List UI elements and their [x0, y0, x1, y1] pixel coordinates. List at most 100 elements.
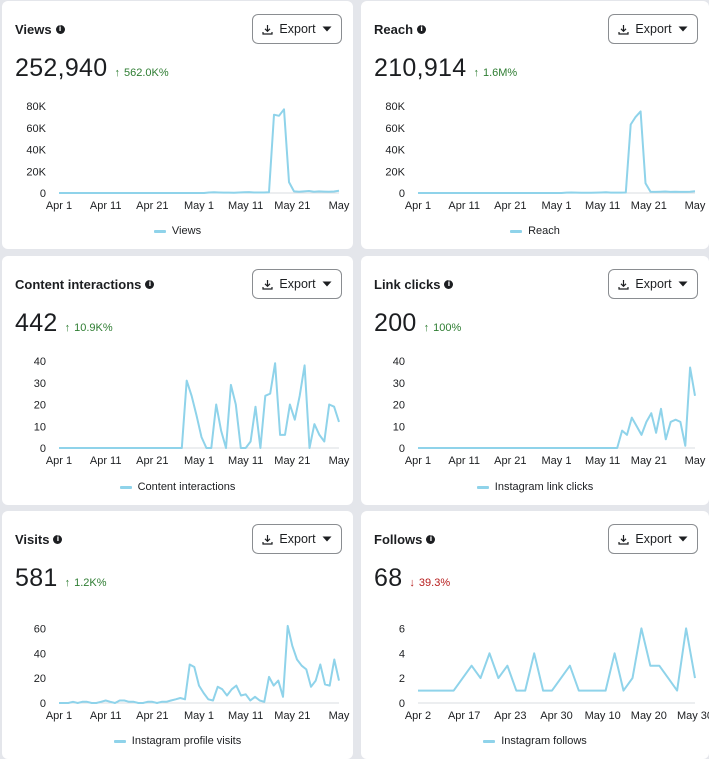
metric-delta-value: 562.0K%: [123, 67, 169, 79]
series-line[interactable]: [418, 366, 696, 449]
x-tick-label: May 10: [585, 710, 621, 722]
visits-card: Visits i Export 581 ↑ 1.2K% Instagram pr…: [2, 511, 353, 759]
x-tick-label: Apr 23: [494, 710, 526, 722]
metric-row: 200 ↑ 100%: [374, 309, 461, 338]
info-icon[interactable]: i: [426, 535, 436, 544]
info-icon[interactable]: i: [417, 25, 427, 34]
card-title: Content interactions i: [15, 277, 155, 292]
caret-down-icon: [678, 26, 688, 32]
content-interactions-card: Content interactions i Export 442 ↑ 10.9…: [2, 256, 353, 505]
series-line[interactable]: [418, 627, 696, 692]
export-button[interactable]: Export: [252, 269, 342, 299]
x-tick-label: May 11: [228, 455, 263, 467]
y-tick-label: 6: [399, 623, 405, 635]
x-tick-label: Apr 21: [136, 200, 168, 212]
legend-swatch: [483, 739, 496, 743]
export-button[interactable]: Export: [252, 524, 342, 554]
export-label: Export: [635, 532, 672, 546]
metric-delta: ↑ 10.9K%: [65, 322, 113, 334]
arrow-up-icon: ↑: [114, 67, 120, 79]
y-tick-label: 40: [34, 356, 46, 368]
legend-swatch: [119, 485, 132, 489]
arrow-up-icon: ↑: [64, 577, 71, 589]
y-tick-label: 40K: [26, 145, 46, 157]
y-tick-label: 2: [399, 673, 405, 685]
card-title-text: Follows: [374, 532, 423, 547]
views-card: Views i Export 252,940 ↑ 562.0K% Views 8…: [2, 1, 353, 249]
chart-legend[interactable]: Content interactions: [2, 481, 353, 493]
arrow-up-icon: ↑: [64, 322, 71, 334]
x-tick-label: Apr 1: [46, 200, 72, 212]
export-label: Export: [279, 277, 316, 291]
card-title: Views i: [15, 22, 65, 37]
reach-card: Reach i Export 210,914 ↑ 1.6M% Reach 80K…: [361, 1, 709, 249]
chart-legend[interactable]: Instagram follows: [361, 735, 709, 747]
caret-down-icon: [678, 536, 688, 542]
chart-legend[interactable]: Views: [2, 225, 353, 237]
card-title-text: Content interactions: [15, 277, 142, 292]
legend-swatch: [476, 485, 489, 489]
x-tick-label: May: [329, 200, 350, 212]
x-tick-label: May 1: [542, 200, 572, 212]
x-tick-label: Apr 11: [90, 455, 122, 467]
metric-delta-value: 1.6M%: [482, 67, 518, 79]
download-icon: [262, 534, 274, 545]
legend-swatch: [153, 229, 166, 233]
y-tick-label: 60: [34, 623, 46, 635]
info-icon[interactable]: i: [55, 25, 65, 34]
x-tick-label: May 21: [631, 200, 667, 212]
export-button[interactable]: Export: [252, 14, 342, 44]
download-icon: [618, 279, 630, 290]
info-icon[interactable]: i: [53, 535, 63, 544]
y-tick-label: 20K: [385, 166, 405, 178]
y-tick-label: 40: [34, 648, 46, 660]
legend-label: Content interactions: [137, 481, 236, 493]
y-tick-label: 30: [34, 378, 46, 390]
download-icon: [618, 534, 630, 545]
metric-row: 442 ↑ 10.9K%: [15, 309, 113, 338]
metric-delta: ↑ 1.2K%: [65, 577, 107, 589]
x-tick-label: May 21: [274, 200, 310, 212]
y-tick-label: 20: [34, 400, 46, 412]
legend-label: Instagram link clicks: [494, 481, 594, 493]
y-tick-label: 0: [40, 698, 46, 710]
metric-row: 581 ↑ 1.2K%: [15, 564, 107, 593]
series-line[interactable]: [59, 108, 340, 194]
card-title-text: Views: [15, 22, 52, 37]
x-tick-label: May: [685, 455, 706, 467]
x-tick-label: Apr 17: [448, 710, 480, 722]
chart-legend[interactable]: Instagram profile visits: [2, 735, 353, 747]
metric-delta: ↑ 100%: [424, 322, 462, 334]
metric-value: 252,940: [15, 54, 108, 82]
export-button[interactable]: Export: [608, 524, 698, 554]
y-tick-label: 80K: [385, 101, 405, 113]
series-line[interactable]: [59, 362, 340, 449]
export-button[interactable]: Export: [608, 14, 698, 44]
series-line[interactable]: [418, 110, 696, 194]
export-button[interactable]: Export: [608, 269, 698, 299]
y-tick-label: 20: [34, 673, 46, 685]
x-tick-label: May: [329, 710, 350, 722]
info-icon[interactable]: i: [145, 280, 155, 289]
series-line[interactable]: [59, 624, 340, 704]
chart-legend[interactable]: Reach: [361, 225, 709, 237]
info-icon[interactable]: i: [444, 280, 454, 289]
x-tick-label: Apr 11: [448, 455, 480, 467]
legend-label: Instagram follows: [501, 735, 587, 747]
x-tick-label: May 1: [542, 455, 572, 467]
y-tick-label: 60K: [385, 123, 405, 135]
caret-down-icon: [322, 281, 332, 287]
caret-down-icon: [322, 26, 332, 32]
x-tick-label: May 30: [677, 710, 709, 722]
x-tick-label: Apr 1: [46, 710, 72, 722]
x-tick-label: Apr 11: [90, 710, 122, 722]
chart-legend[interactable]: Instagram link clicks: [361, 481, 709, 493]
x-tick-label: May 1: [184, 200, 214, 212]
x-tick-label: May 21: [274, 710, 310, 722]
y-tick-label: 80K: [26, 101, 46, 113]
